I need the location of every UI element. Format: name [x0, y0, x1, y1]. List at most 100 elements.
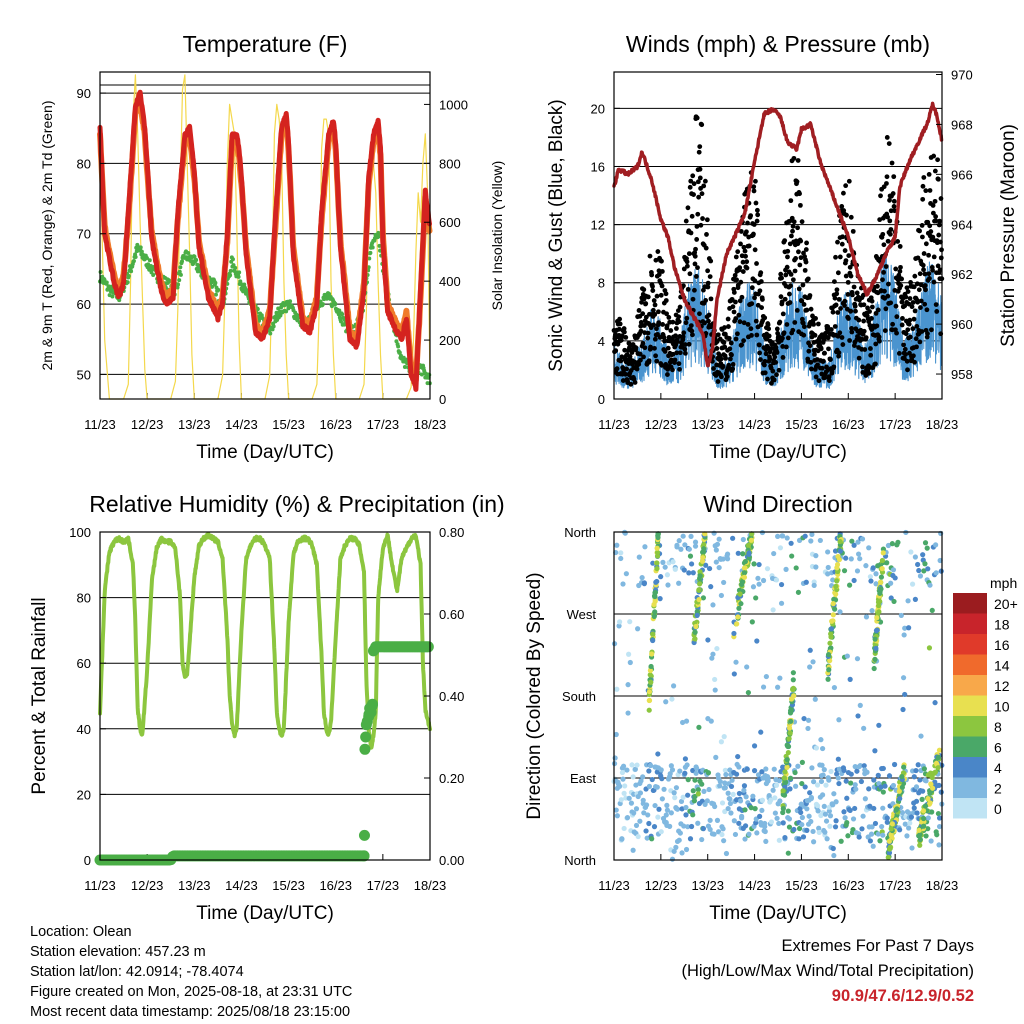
gust-point: [808, 366, 814, 372]
direction-point: [654, 545, 660, 551]
direction-point: [817, 537, 823, 544]
gust-point: [641, 287, 647, 293]
direction-point: [876, 609, 882, 615]
gust-point: [869, 316, 874, 321]
direction-xtick-label: 17/23: [879, 878, 912, 893]
gust-point: [743, 253, 748, 259]
direction-point: [685, 792, 691, 798]
gust-point: [698, 222, 704, 228]
temperature-xtick-label: 18/23: [414, 417, 447, 432]
legend-label: 20+: [994, 596, 1018, 612]
direction-point: [665, 582, 671, 588]
gust-point: [798, 255, 804, 261]
direction-point: [831, 596, 837, 602]
direction-point: [721, 734, 727, 740]
direction-point: [813, 745, 820, 751]
latlon-text: Station lat/lon: 42.0914; -78.4074: [30, 964, 244, 980]
direction-point: [880, 546, 887, 552]
gust-point: [803, 259, 809, 265]
gust-point: [891, 174, 897, 180]
direction-point: [925, 566, 931, 572]
dewpoint-point: [176, 282, 181, 287]
direction-point: [780, 788, 786, 794]
gust-point: [677, 350, 683, 356]
legend-label: 6: [994, 740, 1002, 756]
direction-point: [685, 777, 691, 783]
direction-point: [700, 826, 707, 832]
direction-point: [748, 805, 754, 811]
gust-point: [885, 293, 891, 299]
rainfall-point: [365, 706, 377, 718]
direction-point: [667, 823, 673, 829]
gust-point: [670, 351, 676, 357]
gust-point: [676, 319, 682, 325]
gust-point: [730, 366, 736, 372]
direction-point: [627, 619, 633, 625]
direction-point: [841, 568, 848, 574]
direction-point: [688, 561, 695, 567]
direction-point: [805, 717, 812, 723]
gust-point: [752, 278, 758, 284]
direction-point: [633, 806, 640, 812]
gust-point: [689, 328, 695, 334]
gust-point: [697, 144, 703, 149]
gust-point: [888, 300, 894, 306]
direction-point: [749, 619, 755, 625]
direction-point: [872, 820, 879, 827]
gust-point: [920, 183, 926, 189]
humidity-ytick-label: 80: [77, 591, 91, 606]
gust-point: [833, 254, 838, 260]
direction-point: [701, 541, 707, 548]
direction-point: [809, 531, 815, 538]
direction-ytick-label: North: [564, 525, 596, 540]
gust-point: [751, 184, 757, 190]
direction-point: [770, 787, 776, 793]
gust-point: [897, 244, 903, 249]
direction-point: [825, 651, 832, 658]
gust-point: [682, 342, 688, 347]
direction-point: [708, 718, 714, 724]
direction-point: [635, 626, 641, 632]
direction-point: [790, 685, 797, 692]
direction-point: [866, 545, 872, 551]
direction-point: [759, 769, 765, 775]
gust-point: [799, 219, 805, 225]
direction-point: [700, 555, 706, 561]
direction-point: [650, 637, 656, 644]
direction-point: [908, 814, 915, 820]
gust-point: [756, 342, 762, 348]
gust-point: [753, 318, 759, 324]
direction-point: [847, 807, 853, 813]
direction-point: [713, 754, 719, 760]
gust-point: [670, 319, 676, 325]
direction-point: [924, 545, 930, 551]
direction-point: [932, 700, 938, 706]
gust-point: [856, 355, 862, 361]
direction-point: [653, 579, 659, 585]
gust-point: [891, 198, 897, 204]
dewpoint-point: [180, 259, 185, 264]
direction-point: [891, 598, 897, 605]
gust-point: [917, 339, 923, 345]
direction-point: [741, 565, 748, 571]
gust-point: [932, 198, 938, 204]
gust-point: [919, 329, 925, 334]
direction-point: [630, 774, 636, 780]
direction-xtick-label: 13/23: [691, 878, 724, 893]
gust-point: [903, 331, 909, 337]
direction-point: [751, 561, 757, 567]
direction-point: [739, 815, 745, 821]
gust-point: [762, 370, 768, 376]
direction-point: [907, 820, 913, 826]
direction-point: [833, 583, 839, 589]
humidity-y2tick-label: 0.20: [439, 771, 464, 786]
direction-point: [827, 813, 834, 819]
direction-point: [692, 543, 699, 549]
gust-point: [834, 291, 840, 297]
direction-point: [791, 826, 797, 833]
gust-point: [793, 256, 799, 261]
direction-point: [917, 831, 923, 838]
legend-label: 2: [994, 781, 1002, 797]
gust-point: [854, 290, 860, 296]
gust-point: [923, 188, 929, 194]
